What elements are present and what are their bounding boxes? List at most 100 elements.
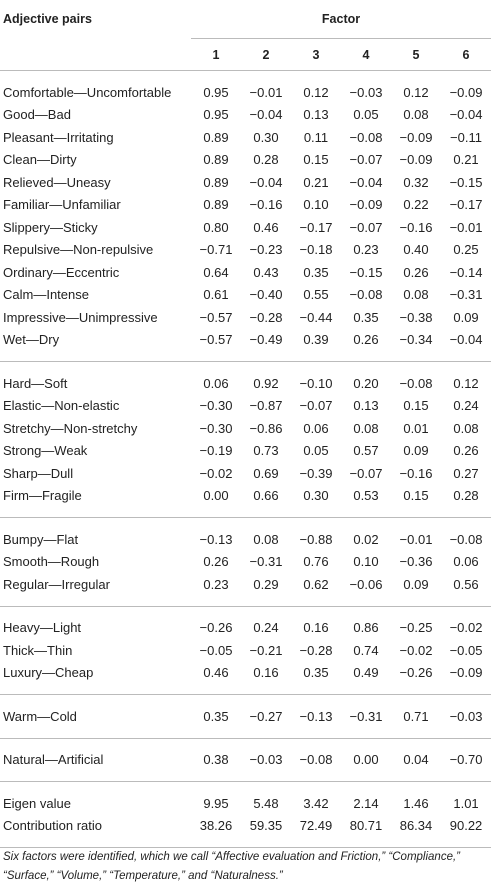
cell-value: 0.73 [253, 443, 279, 459]
cell-value: −0.08 [349, 129, 383, 145]
cell-value: −0.26 [199, 620, 233, 636]
table-row: Familiar—Unfamiliar 0.89 −0.16 0.10 −0.09 0.2… [0, 194, 491, 217]
cell-value: −0.02 [449, 620, 483, 636]
cell-value: 1.01 [453, 795, 479, 811]
cell-value: −0.31 [249, 554, 283, 570]
cell-value: 0.39 [291, 328, 341, 362]
header-factor: Factor [191, 0, 491, 39]
cell-value: −0.38 [399, 309, 433, 325]
cell-value: 0.10 [303, 197, 329, 213]
cell-value: 0.04 [391, 738, 441, 782]
cell-value: −0.02 [199, 465, 233, 481]
cell-value: 0.09 [453, 309, 479, 325]
cell-value: −0.04 [349, 174, 383, 190]
cell-value: −0.01 [449, 219, 483, 235]
cell-value: 0.08 [353, 420, 379, 436]
cell-value: 0.46 [191, 661, 241, 695]
row-label: Natural—Artificial [0, 738, 191, 782]
cell-value: −0.70 [441, 738, 491, 782]
row-label: Familiar—Unfamiliar [3, 197, 121, 213]
row-label: Hard—Soft [3, 375, 68, 391]
cell-value: −0.08 [291, 738, 341, 782]
cell-value: 0.35 [291, 661, 341, 695]
cell-value: −0.15 [349, 264, 383, 280]
cell-value: 0.28 [441, 484, 491, 518]
cell-value: 0.89 [203, 152, 229, 168]
table-row: Regular—Irregular 0.23 0.29 0.62 −0.06 0.09 0.… [0, 573, 491, 607]
cell-value: 0.06 [453, 554, 479, 570]
table-row: Wet—Dry −0.57 −0.49 0.39 0.26 −0.34 −0.04 [0, 328, 491, 362]
cell-value: 90.22 [441, 814, 491, 848]
table-row: Luxury—Cheap 0.46 0.16 0.35 0.49 −0.26 −0.09 [0, 661, 491, 695]
cell-value: 0.35 [303, 264, 329, 280]
table-row: Firm—Fragile 0.00 0.66 0.30 0.53 0.15 0.28 [0, 484, 491, 518]
cell-value: 0.16 [241, 661, 291, 695]
cell-value: −0.27 [241, 694, 291, 739]
table-row: Eigen value 9.95 5.48 3.42 2.14 1.46 1.01 [0, 782, 491, 815]
row-label: Strong—Weak [3, 443, 88, 459]
cell-value: −0.30 [199, 420, 233, 436]
cell-value: −0.08 [449, 531, 483, 547]
row-label: Clean—Dirty [3, 152, 77, 168]
cell-value: 0.15 [391, 484, 441, 518]
row-label: Repulsive—Non-repulsive [3, 242, 154, 258]
cell-value: −0.09 [349, 197, 383, 213]
cell-value: 0.76 [303, 554, 329, 570]
cell-value: 0.62 [291, 573, 341, 607]
cell-value: 0.53 [341, 484, 391, 518]
cell-value: 0.24 [453, 398, 479, 414]
cell-value: −0.15 [449, 174, 483, 190]
cell-value: 0.01 [403, 420, 429, 436]
cell-value: −0.28 [299, 642, 333, 658]
cell-value: 0.92 [253, 375, 279, 391]
cell-value: −0.28 [249, 309, 283, 325]
row-label: Stretchy—Non-stretchy [3, 420, 138, 436]
cell-value: −0.02 [399, 642, 433, 658]
cell-value: −0.06 [341, 573, 391, 607]
cell-value: −0.09 [441, 661, 491, 695]
row-label: Thick—Thin [3, 642, 73, 658]
cell-value: −0.13 [291, 694, 341, 739]
cell-value: 3.42 [303, 795, 329, 811]
cell-value: 0.66 [241, 484, 291, 518]
cell-value: 0.40 [403, 242, 429, 258]
table-row: Strong—Weak −0.19 0.73 0.05 0.57 0.09 0.26 [0, 440, 491, 463]
column-header: 6 [441, 38, 491, 71]
cell-value: 0.38 [191, 738, 241, 782]
table-row: Slippery—Sticky 0.80 0.46 −0.17 −0.07 −0.16 −0… [0, 216, 491, 239]
cell-value: 0.16 [303, 620, 329, 636]
cell-value: 0.29 [241, 573, 291, 607]
cell-value: −0.10 [299, 375, 333, 391]
cell-value: 1.46 [403, 795, 429, 811]
cell-value: 0.23 [191, 573, 241, 607]
cell-value: −0.57 [199, 309, 233, 325]
cell-value: −0.09 [449, 84, 483, 100]
cell-value: 0.06 [203, 375, 229, 391]
cell-value: 0.13 [353, 398, 379, 414]
cell-value: −0.08 [399, 375, 433, 391]
cell-value: −0.03 [349, 84, 383, 100]
row-label: Firm—Fragile [0, 484, 191, 518]
cell-value: 0.61 [203, 287, 229, 303]
cell-value: −0.40 [249, 287, 283, 303]
row-label: Elastic—Non-elastic [3, 398, 120, 414]
cell-value: −0.07 [349, 219, 383, 235]
cell-value: 0.30 [291, 484, 341, 518]
row-label: Regular—Irregular [0, 573, 191, 607]
row-label: Calm—Intense [3, 287, 89, 303]
row-label: Impressive—Unimpressive [3, 309, 158, 325]
cell-value: −0.03 [241, 738, 291, 782]
cell-value: −0.17 [449, 197, 483, 213]
table-row: Good—Bad 0.95 −0.04 0.13 0.05 0.08 −0.04 [0, 104, 491, 127]
cell-value: 0.49 [341, 661, 391, 695]
cell-value: 0.15 [403, 398, 429, 414]
cell-value: 0.26 [403, 264, 429, 280]
row-label: Sharp—Dull [3, 465, 74, 481]
cell-value: −0.88 [299, 531, 333, 547]
cell-value: 0.10 [353, 554, 379, 570]
cell-value: 0.32 [403, 174, 429, 190]
row-label: Bumpy—Flat [3, 531, 79, 547]
cell-value: −0.01 [399, 531, 433, 547]
column-header: 4 [341, 38, 391, 71]
